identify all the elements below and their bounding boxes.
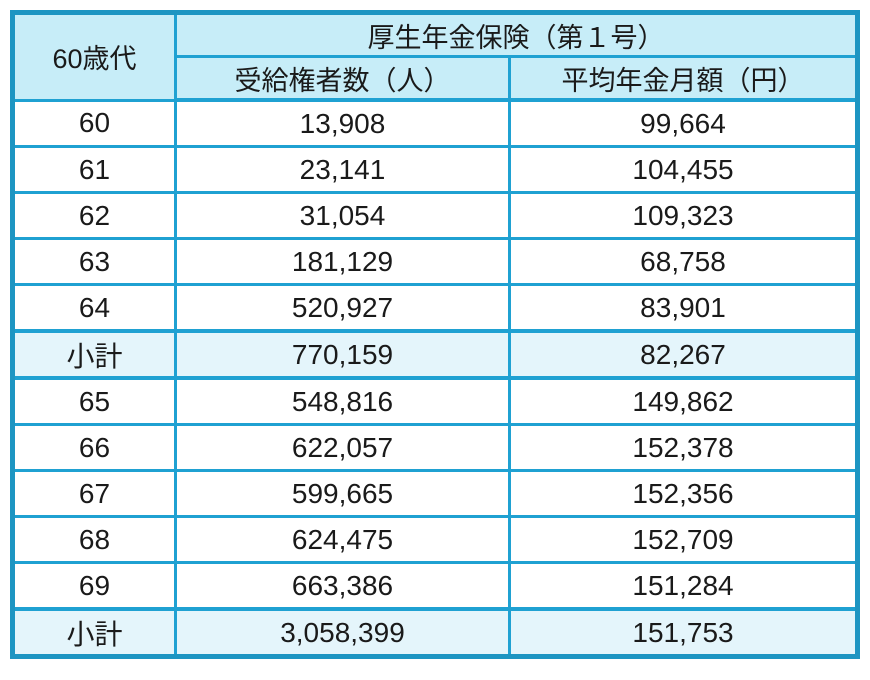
table-row: 67 599,665 152,356 [11, 469, 859, 518]
table-row: 69 663,386 151,284 [11, 561, 859, 611]
recipients-cell: 599,665 [174, 469, 511, 518]
table-row: 66 622,057 152,378 [11, 423, 859, 472]
monthly-amount-column-header: 平均年金月額（円） [508, 55, 859, 102]
insurance-group-header: 厚生年金保険（第１号） [174, 11, 859, 58]
monthly-amount-cell: 152,709 [508, 515, 859, 564]
table-row: 63 181,129 68,758 [11, 237, 859, 286]
age-cell: 67 [11, 469, 177, 518]
age-cell: 64 [11, 283, 177, 333]
recipients-cell: 663,386 [174, 561, 511, 611]
monthly-amount-cell: 151,753 [508, 607, 859, 659]
recipients-cell: 622,057 [174, 423, 511, 472]
recipients-cell: 3,058,399 [174, 607, 511, 659]
age-cell: 63 [11, 237, 177, 286]
age-cell: 60 [11, 98, 177, 148]
age-cell: 61 [11, 145, 177, 194]
monthly-amount-cell: 149,862 [508, 376, 859, 426]
table-row: 62 31,054 109,323 [11, 191, 859, 240]
monthly-amount-cell: 151,284 [508, 561, 859, 611]
monthly-amount-cell: 83,901 [508, 283, 859, 333]
monthly-amount-cell: 82,267 [508, 329, 859, 380]
pension-table: 60歳代 厚生年金保険（第１号） 受給権者数（人） 平均年金月額（円） 60 1… [10, 10, 860, 659]
recipients-cell: 770,159 [174, 329, 511, 380]
recipients-cell: 31,054 [174, 191, 511, 240]
table-row: 65 548,816 149,862 [11, 376, 859, 426]
recipients-cell: 181,129 [174, 237, 511, 286]
subtotal-label-cell: 小計 [11, 607, 177, 659]
recipients-cell: 23,141 [174, 145, 511, 194]
recipients-cell: 548,816 [174, 376, 511, 426]
table-row: 68 624,475 152,709 [11, 515, 859, 564]
table-row: 61 23,141 104,455 [11, 145, 859, 194]
column-header-row: 受給権者数（人） 平均年金月額（円） [13, 55, 859, 102]
monthly-amount-cell: 109,323 [508, 191, 859, 240]
subtotal-label-cell: 小計 [11, 329, 177, 380]
age-cell: 68 [11, 515, 177, 564]
recipients-cell: 13,908 [174, 98, 511, 148]
monthly-amount-cell: 99,664 [508, 98, 859, 148]
age-cell: 66 [11, 423, 177, 472]
monthly-amount-cell: 152,356 [508, 469, 859, 518]
age-group-header: 60歳代 [11, 11, 177, 102]
table-row: 60 13,908 99,664 [11, 98, 859, 148]
age-cell: 65 [11, 376, 177, 426]
monthly-amount-cell: 152,378 [508, 423, 859, 472]
age-cell: 62 [11, 191, 177, 240]
table-row: 64 520,927 83,901 [11, 283, 859, 333]
group-header-row: 60歳代 厚生年金保険（第１号） [11, 11, 859, 102]
monthly-amount-cell: 104,455 [508, 145, 859, 194]
recipients-column-header: 受給権者数（人） [174, 55, 511, 102]
table-body: 60 13,908 99,664 61 23,141 104,455 62 31… [11, 98, 859, 659]
subtotal-row: 小計 770,159 82,267 [11, 329, 859, 380]
recipients-cell: 520,927 [174, 283, 511, 333]
table-header: 60歳代 厚生年金保険（第１号） 受給権者数（人） 平均年金月額（円） [11, 11, 859, 102]
recipients-cell: 624,475 [174, 515, 511, 564]
subtotal-row: 小計 3,058,399 151,753 [11, 607, 859, 659]
monthly-amount-cell: 68,758 [508, 237, 859, 286]
age-cell: 69 [11, 561, 177, 611]
